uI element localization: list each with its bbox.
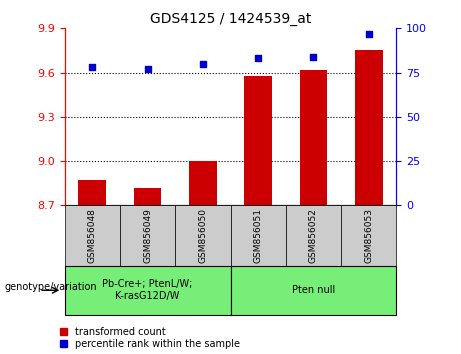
Point bbox=[144, 66, 151, 72]
Bar bbox=[300, 70, 327, 205]
Point bbox=[365, 31, 372, 36]
Bar bbox=[78, 180, 106, 205]
Text: GSM856049: GSM856049 bbox=[143, 208, 152, 263]
Bar bbox=[244, 75, 272, 205]
Bar bbox=[134, 188, 161, 205]
Text: GDS4125 / 1424539_at: GDS4125 / 1424539_at bbox=[150, 12, 311, 27]
Text: Pten null: Pten null bbox=[292, 285, 335, 295]
Text: GSM856051: GSM856051 bbox=[254, 208, 263, 263]
Text: GSM856053: GSM856053 bbox=[364, 208, 373, 263]
Bar bbox=[355, 51, 383, 205]
Bar bbox=[189, 161, 217, 205]
Point bbox=[89, 64, 96, 70]
Point bbox=[254, 56, 262, 61]
Point bbox=[199, 61, 207, 67]
Text: GSM856050: GSM856050 bbox=[198, 208, 207, 263]
Legend: transformed count, percentile rank within the sample: transformed count, percentile rank withi… bbox=[60, 327, 240, 349]
Text: GSM856052: GSM856052 bbox=[309, 208, 318, 263]
Point bbox=[310, 54, 317, 59]
Text: GSM856048: GSM856048 bbox=[88, 208, 97, 263]
Text: genotype/variation: genotype/variation bbox=[5, 282, 97, 292]
Text: Pb-Cre+; PtenL/W;
K-rasG12D/W: Pb-Cre+; PtenL/W; K-rasG12D/W bbox=[102, 279, 193, 301]
